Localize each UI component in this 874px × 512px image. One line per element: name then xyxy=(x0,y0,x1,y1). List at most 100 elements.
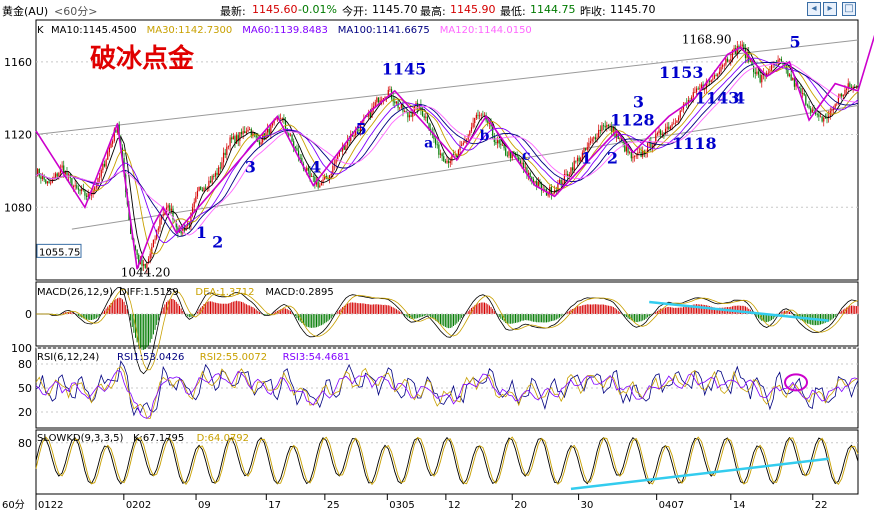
candle-body xyxy=(576,157,579,161)
candle-body xyxy=(291,134,293,142)
candle-body xyxy=(461,144,463,147)
candle-body xyxy=(635,155,637,157)
candle-body xyxy=(643,150,645,155)
candle-body xyxy=(301,157,303,164)
candle-body xyxy=(255,135,257,138)
candle-body xyxy=(594,137,597,140)
candle-body xyxy=(410,115,412,117)
rsi-legend-prefix: RSI(6,12,24) xyxy=(37,352,99,363)
x-tick-label: 30 xyxy=(581,500,594,511)
candle-body xyxy=(596,137,598,140)
candle-body xyxy=(743,44,745,49)
candle-body xyxy=(110,143,112,148)
candle-body xyxy=(519,160,521,165)
candle-body xyxy=(695,88,698,93)
wave-label: 1128 xyxy=(610,110,655,129)
candle-body xyxy=(169,205,171,211)
candle-body xyxy=(616,134,618,138)
arrow-left-icon[interactable]: ◂ xyxy=(807,2,821,16)
candle-body xyxy=(77,188,80,190)
candle-body xyxy=(327,178,329,180)
candle-body xyxy=(465,139,468,141)
candle-body xyxy=(343,145,345,150)
pane-border-k xyxy=(35,19,859,281)
candle-body xyxy=(191,207,194,213)
wave-label: 5 xyxy=(356,120,367,139)
candle-body xyxy=(190,212,192,226)
candle-body xyxy=(490,123,492,127)
candle-body xyxy=(482,114,484,116)
candle-body xyxy=(236,135,238,144)
macd-legend-prefix: MACD(26,12,9) xyxy=(37,287,113,298)
candle-body xyxy=(146,262,148,268)
candle-body xyxy=(198,186,200,191)
candle-body xyxy=(412,113,414,117)
candle-body xyxy=(268,128,270,136)
candle-body xyxy=(226,146,228,155)
candle-body xyxy=(557,183,559,192)
candle-body xyxy=(180,228,182,234)
x-tick-label: 22 xyxy=(815,500,828,511)
candle-body xyxy=(418,104,420,109)
arrow-right-icon[interactable]: ▸ xyxy=(823,2,837,16)
candle-body xyxy=(182,227,184,234)
candle-body xyxy=(575,160,577,162)
candle-body xyxy=(289,134,292,136)
candle-body xyxy=(795,82,797,87)
candle-body xyxy=(387,89,389,97)
candle-body xyxy=(704,88,706,90)
candle-body xyxy=(196,190,199,197)
candle-body xyxy=(368,112,370,117)
candle-body xyxy=(731,49,734,60)
candle-body xyxy=(193,201,195,208)
candle-body xyxy=(684,103,686,105)
wave-label: 2 xyxy=(212,232,223,251)
candle-body xyxy=(79,189,81,192)
candle-body xyxy=(121,147,124,158)
candle-body xyxy=(488,123,491,124)
candle-body xyxy=(144,263,146,268)
candle-body xyxy=(620,137,623,142)
candle-body xyxy=(506,155,508,157)
kd-support-line xyxy=(570,457,829,491)
candle-body xyxy=(831,110,833,112)
candle-body xyxy=(444,160,446,163)
candle-body xyxy=(448,160,450,164)
ma-line-ma120 xyxy=(35,61,859,236)
candle-body xyxy=(426,116,429,123)
candle-body xyxy=(759,74,761,83)
rsi-line-3 xyxy=(35,370,859,419)
candle-body xyxy=(252,132,254,137)
candle-body xyxy=(849,83,851,87)
candle-body xyxy=(824,117,826,119)
candle-body xyxy=(534,181,536,183)
candle-body xyxy=(560,180,562,185)
candle-body xyxy=(407,112,409,118)
candle-body xyxy=(751,60,753,66)
candle-body xyxy=(467,135,469,140)
legend-ma120: MA120:1144.0150 xyxy=(440,25,532,36)
candle-body xyxy=(152,239,155,248)
candle-body xyxy=(395,101,398,104)
candle-body xyxy=(469,130,471,136)
candle-body xyxy=(328,175,331,180)
wave-label: 3 xyxy=(245,158,256,177)
high-price: 1145.90 xyxy=(450,3,496,16)
candle-body xyxy=(847,83,849,89)
candle-body xyxy=(92,190,94,195)
maximize-icon[interactable]: □ xyxy=(842,2,856,16)
candle-body xyxy=(589,141,592,143)
candle-body xyxy=(539,181,541,185)
candle-body xyxy=(754,72,756,74)
candle-body xyxy=(518,156,520,161)
macd-y-tick: 0 xyxy=(25,308,32,321)
candle-body xyxy=(234,136,236,144)
candle-body xyxy=(371,107,373,118)
candle-body xyxy=(319,185,321,188)
high-label: 最高: xyxy=(420,5,446,18)
candle-body xyxy=(498,140,500,144)
candle-body xyxy=(689,99,691,102)
legend-ma10: MA10:1145.4500 xyxy=(51,25,137,36)
candle-body xyxy=(588,142,590,148)
